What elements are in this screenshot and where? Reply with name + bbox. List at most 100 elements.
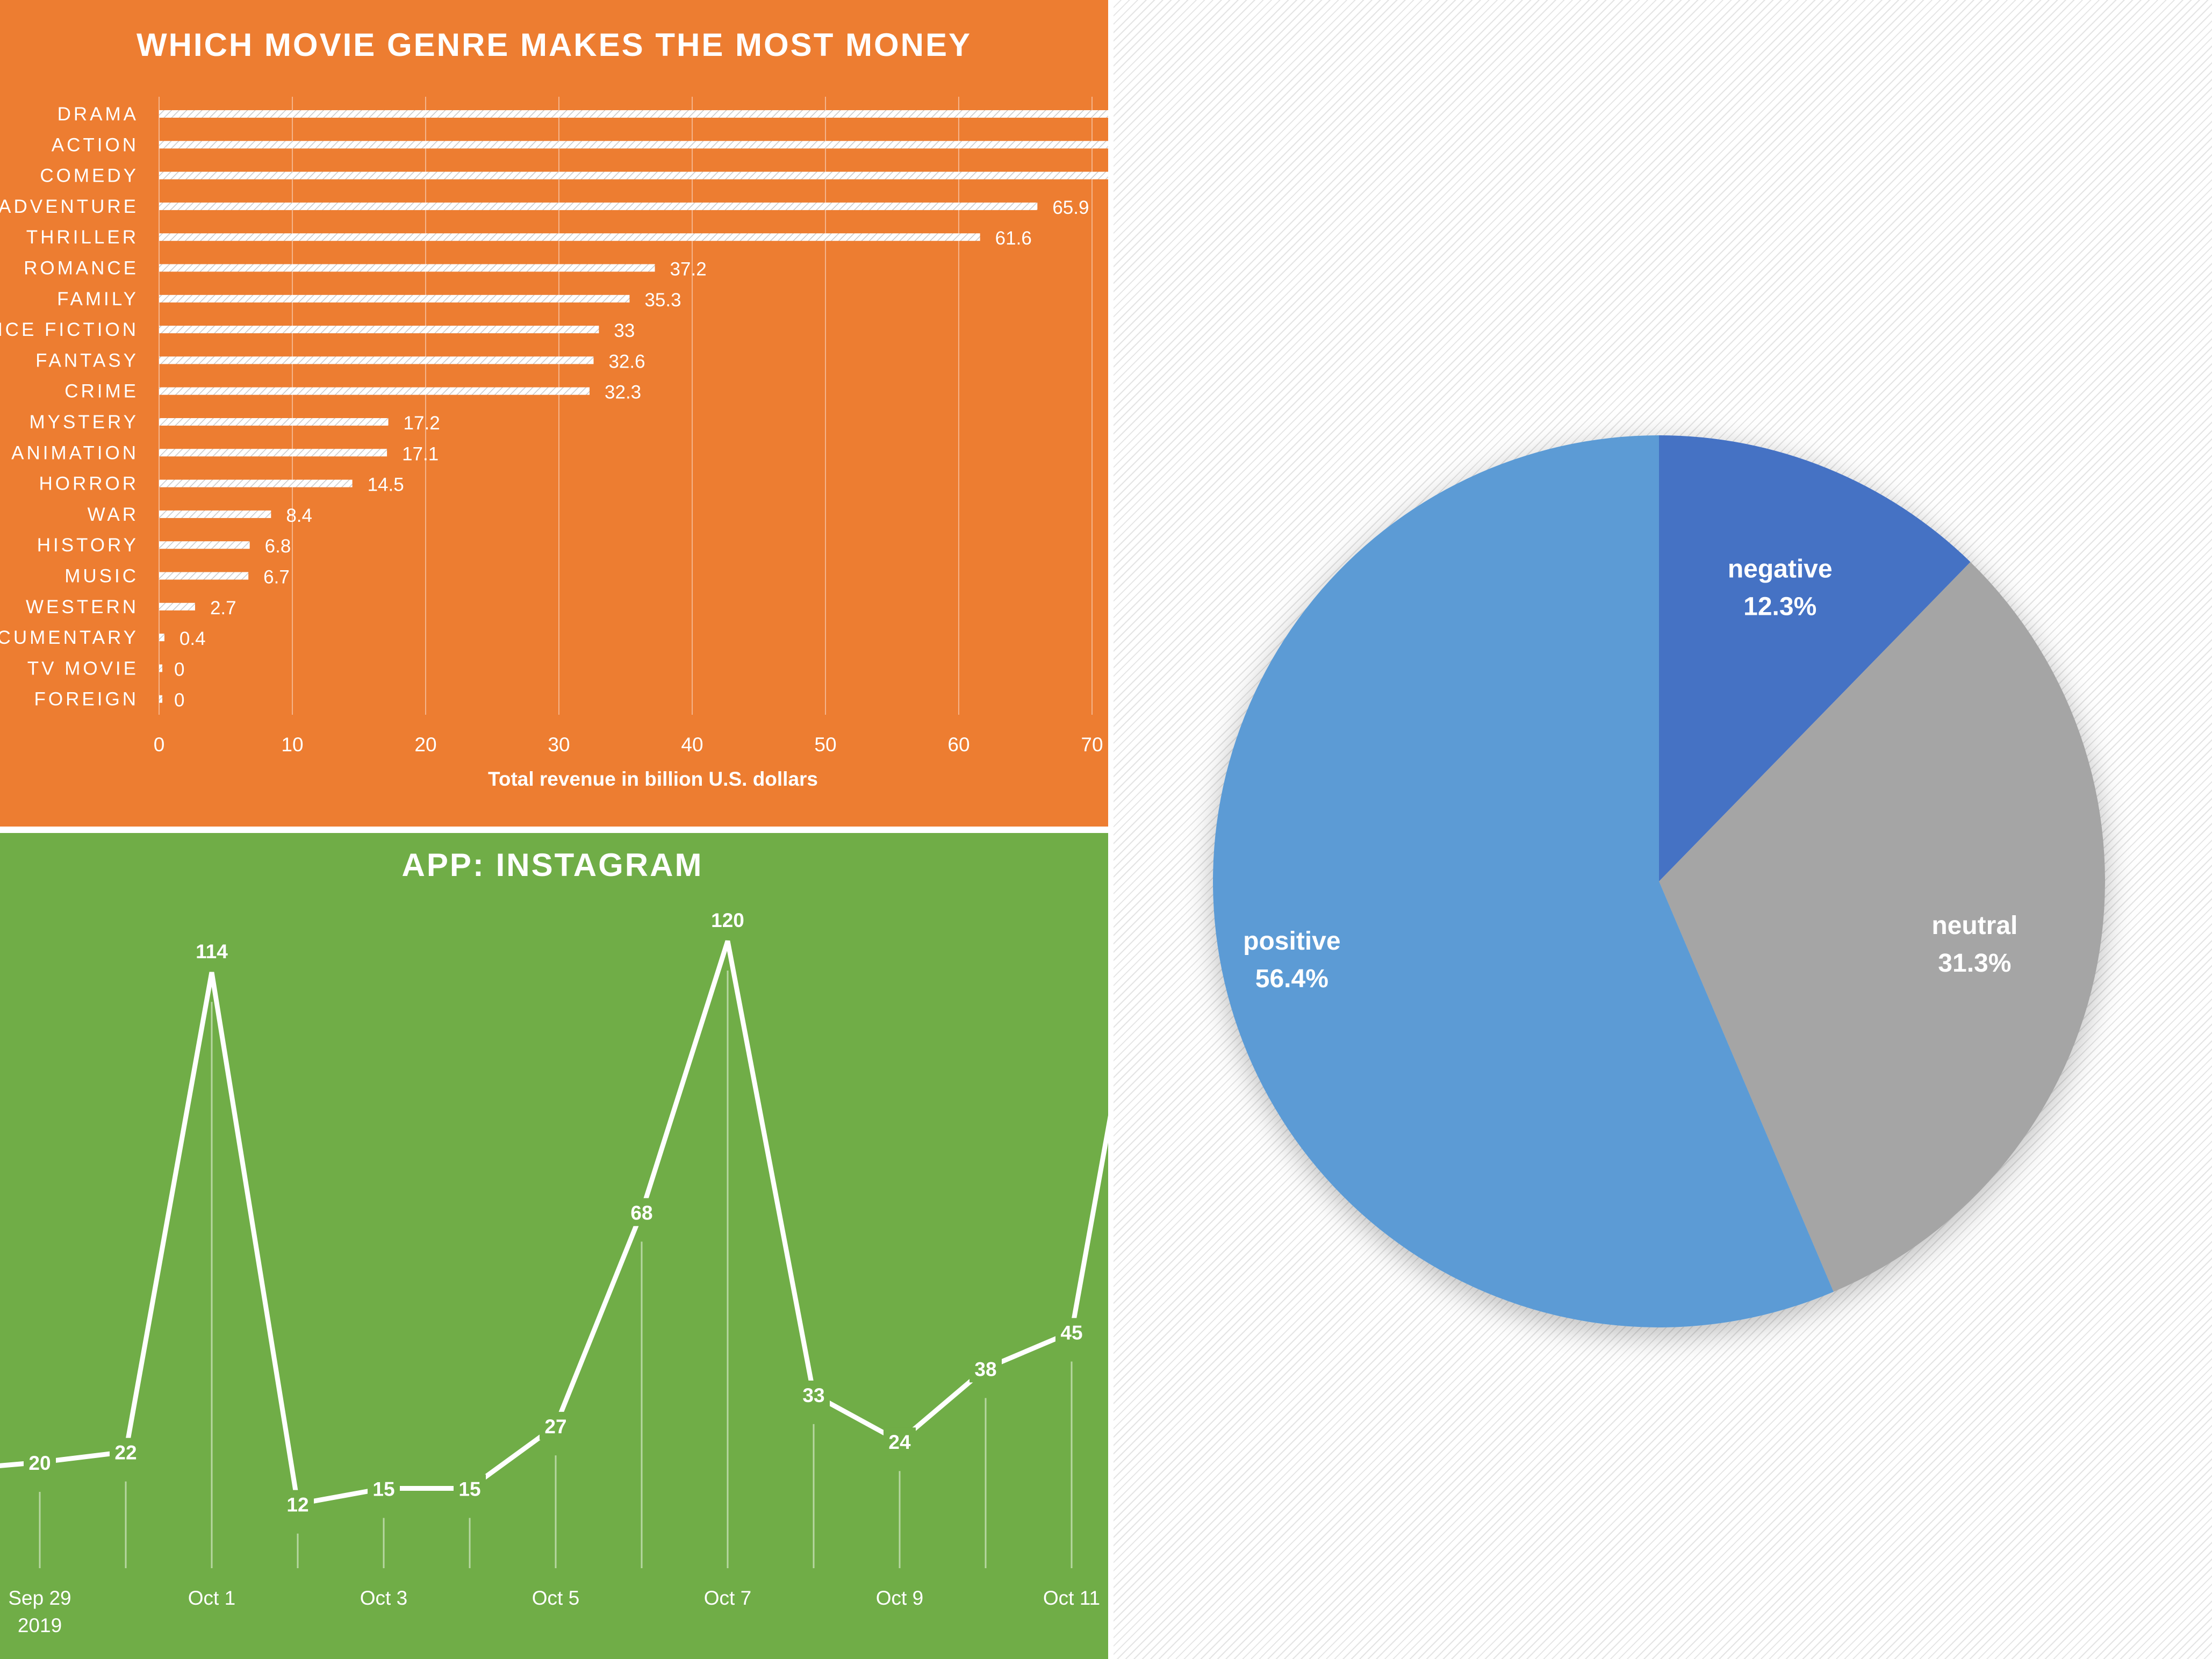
bar-x-tick-label: 10 xyxy=(281,734,303,756)
pie-slice-positive xyxy=(1212,435,1834,1327)
bar-value-label-family: 35.3 xyxy=(644,290,681,311)
panel-divider-horizontal xyxy=(0,827,1108,833)
line-point-marker xyxy=(712,906,744,933)
bar-chart-x-axis-label: Total revenue in billion U.S. dollars xyxy=(488,768,818,790)
bar-adventure xyxy=(159,202,1038,210)
pie-percent-neutral: 31.3% xyxy=(1938,949,2011,978)
line-x-tick-oct-5: Oct 5 xyxy=(532,1587,579,1609)
line-point-marker xyxy=(1055,1318,1088,1346)
line-point-marker xyxy=(368,1474,400,1503)
line-point-marker xyxy=(196,937,228,965)
pie-label-neutral: neutral xyxy=(1931,911,2017,940)
pie-slice-neutral xyxy=(1659,562,2105,1292)
bar-category-label-fantasy: FANTASY xyxy=(35,350,139,371)
bar-x-tick-label: 40 xyxy=(681,734,703,756)
bar-romance xyxy=(159,264,655,272)
bar-x-tick-label: 20 xyxy=(414,734,436,756)
line-value-label-sep-30: 22 xyxy=(114,1442,137,1464)
bar-tv-movie xyxy=(159,664,162,672)
bar-category-label-tv-movie: TV MOVIE xyxy=(27,658,139,679)
bar-category-label-mystery: MYSTERY xyxy=(29,412,139,433)
line-point-marker xyxy=(454,1474,486,1503)
line-value-label-oct-10: 38 xyxy=(974,1358,996,1380)
line-value-label-oct-2: 12 xyxy=(286,1494,308,1516)
line-point-marker xyxy=(110,1438,142,1466)
pie-label-negative: negative xyxy=(1728,555,1833,583)
bar-category-label-western: WESTERN xyxy=(26,597,139,617)
line-x-tick-oct-7: Oct 7 xyxy=(704,1587,751,1609)
bar-category-label-crime: CRIME xyxy=(64,381,139,402)
sentiment-pie-panel: negative 12.3% neutral 31.3% positive 56.4% xyxy=(1114,0,2212,1659)
bar-value-label-thriller: 61.6 xyxy=(995,228,1032,249)
bar-value-label-tv-movie: 0 xyxy=(174,659,184,680)
bar-x-tick-label: 60 xyxy=(947,734,969,756)
bar-category-label-comedy: COMEDY xyxy=(40,166,139,186)
bar-value-label-adventure: 65.9 xyxy=(1052,197,1089,218)
bar-animation xyxy=(159,449,387,457)
line-value-label-sep-29: 20 xyxy=(28,1452,51,1474)
bar-category-label-drama: DRAMA xyxy=(58,104,139,125)
bar-value-label-animation: 17.1 xyxy=(402,443,439,464)
bar-category-label-music: MUSIC xyxy=(64,566,139,587)
sentiment-pie-chart: negative 12.3% neutral 31.3% positive 56.4% xyxy=(1212,435,2105,1327)
bar-value-label-horror: 14.5 xyxy=(368,475,404,495)
bar-category-label-adventure: ADVENTURE xyxy=(0,196,139,217)
bar-value-label-documentary: 0.4 xyxy=(179,628,206,649)
line-value-label-oct-9: 24 xyxy=(888,1431,911,1453)
line-chart-year-label: 2019 xyxy=(18,1614,62,1636)
bar-x-tick-label: 50 xyxy=(814,734,836,756)
bar-category-label-history: HISTORY xyxy=(37,535,139,556)
line-point-marker xyxy=(626,1198,658,1226)
bar-category-label-family: FAMILY xyxy=(57,289,139,310)
line-x-tick-oct-11: Oct 11 xyxy=(1043,1587,1100,1609)
line-value-label-oct-8: 33 xyxy=(802,1384,824,1406)
pie-slice-negative xyxy=(1659,435,1971,881)
line-point-marker xyxy=(282,1490,314,1518)
line-value-label-oct-4: 15 xyxy=(458,1478,480,1500)
bar-category-label-documentary: DOCUMENTARY xyxy=(0,627,139,648)
bar-documentary xyxy=(159,634,164,642)
line-point-marker xyxy=(798,1380,830,1409)
bar-category-label-horror: HORROR xyxy=(39,473,139,494)
bar-foreign xyxy=(159,695,162,703)
line-value-label-oct-6: 68 xyxy=(630,1202,652,1224)
bar-x-tick-label: 0 xyxy=(154,734,165,756)
line-value-label-oct-5: 27 xyxy=(544,1416,566,1438)
bar-action xyxy=(159,141,1108,149)
line-point-marker xyxy=(969,1354,1002,1383)
line-point-marker xyxy=(884,1427,916,1456)
pie-label-positive: positive xyxy=(1243,927,1340,956)
bar-music xyxy=(159,572,249,580)
line-value-label-oct-11: 45 xyxy=(1060,1322,1082,1344)
bar-x-tick-label: 30 xyxy=(548,734,570,756)
bar-value-label-science-fiction: 33 xyxy=(614,320,635,341)
bar-category-label-action: ACTION xyxy=(52,134,139,155)
line-point-marker xyxy=(540,1412,572,1440)
line-chart-title: APP: INSTAGRAM xyxy=(402,847,703,883)
bar-science-fiction xyxy=(159,326,599,334)
bar-category-label-thriller: THRILLER xyxy=(26,227,139,248)
bar-value-label-fantasy: 32.6 xyxy=(608,351,645,372)
bar-x-tick-label: 70 xyxy=(1081,734,1103,756)
pie-percent-positive: 56.4% xyxy=(1255,965,1328,993)
bar-fantasy xyxy=(159,356,594,364)
bar-value-label-western: 2.7 xyxy=(210,598,236,619)
pie-percent-negative: 12.3% xyxy=(1743,592,1816,621)
line-x-tick-oct-1: Oct 1 xyxy=(188,1587,235,1609)
bar-category-label-war: WAR xyxy=(88,504,139,525)
line-value-label-oct-1: 114 xyxy=(196,940,228,963)
bar-value-label-romance: 37.2 xyxy=(670,259,707,280)
bar-crime xyxy=(159,387,590,395)
bar-category-label-foreign: FOREIGN xyxy=(34,689,139,710)
bar-value-label-foreign: 0 xyxy=(174,690,184,711)
instagram-chart-panel: APP: INSTAGRAM 20 22 114 12 15 15 27 68 120 33 24 3… xyxy=(0,833,1108,1659)
bar-value-label-crime: 32.3 xyxy=(605,382,641,403)
bar-category-label-science-fiction: SCIENCE FICTION xyxy=(0,319,139,340)
line-value-label-oct-7: 120 xyxy=(711,909,744,931)
bar-category-label-romance: ROMANCE xyxy=(24,258,139,279)
line-value-label-oct-3: 15 xyxy=(372,1478,394,1500)
bar-value-label-music: 6.7 xyxy=(263,567,290,588)
genre-revenue-chart-panel: WHICH MOVIE GENRE MAKES THE MOST MONEY D… xyxy=(0,0,1108,827)
bar-horror xyxy=(159,479,353,487)
line-x-tick-oct-3: Oct 3 xyxy=(360,1587,407,1609)
